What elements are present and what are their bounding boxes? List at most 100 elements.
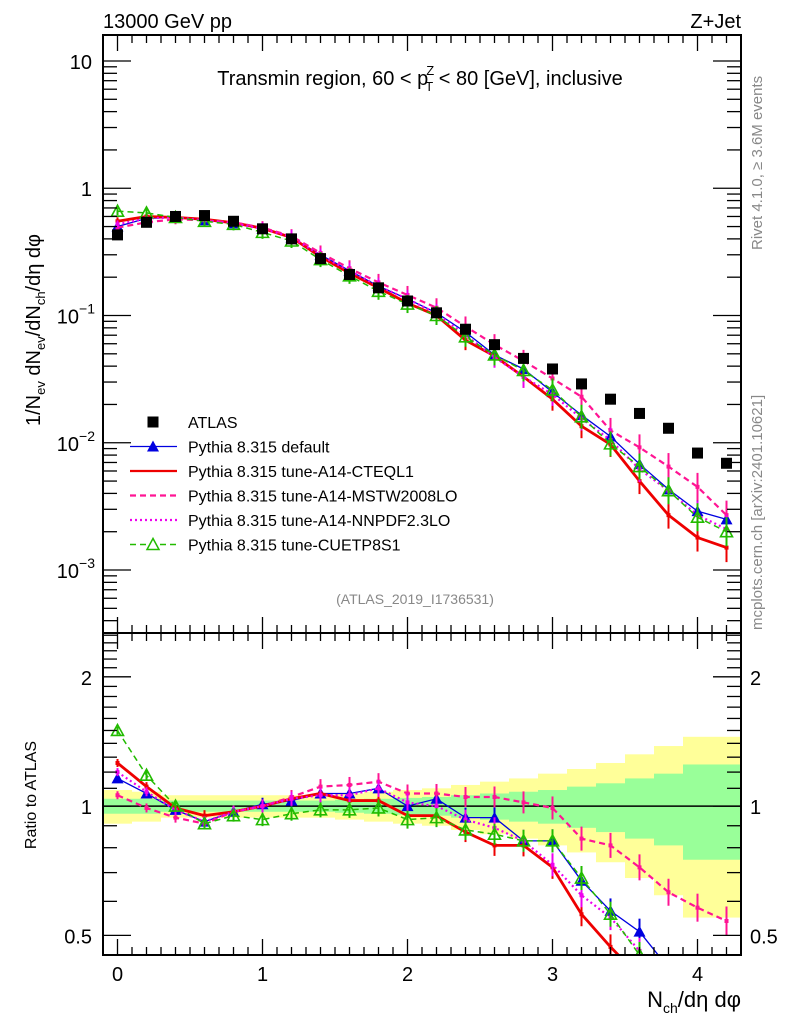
legend: ATLAS Pythia 8.315 default Pythia 8.315 tu… xyxy=(130,415,457,555)
ratio-data-point xyxy=(255,811,270,826)
x-tick-label: 0 xyxy=(112,964,123,986)
main-data-point xyxy=(545,382,560,396)
ratio-data-point xyxy=(111,772,124,784)
legend-label: ATLAS xyxy=(188,415,238,432)
ratio-data-point xyxy=(492,794,497,799)
ratio-data-point xyxy=(289,796,294,801)
legend-label: Pythia 8.315 default xyxy=(188,440,330,457)
atlas-data-point xyxy=(199,210,210,222)
ratio-data-point xyxy=(666,890,671,895)
ratio-data-point xyxy=(579,893,584,898)
ratio-data-point xyxy=(115,793,120,798)
atlas-data-point xyxy=(489,339,500,351)
ratio-data-point xyxy=(574,870,589,884)
ratio-data-point xyxy=(521,800,526,805)
main-y-tick-label: 10 xyxy=(70,52,92,74)
main-y-tick-label: 10−1 xyxy=(57,301,95,329)
atlas-data-point xyxy=(431,307,442,319)
atlas-data-point xyxy=(721,457,732,469)
ratio-data-point xyxy=(603,906,618,921)
main-data-point xyxy=(666,464,671,469)
ratio-y-tick-label: 2 xyxy=(81,668,92,690)
main-series-line xyxy=(117,210,727,533)
atlas-data-point xyxy=(286,233,297,245)
main-data-point xyxy=(516,362,531,377)
main-title: Transmin region, 60 < pZ T < 80 [GeV], in… xyxy=(217,63,623,94)
title-pre: Transmin region, 60 < p xyxy=(217,68,428,90)
atlas-data-point xyxy=(228,215,239,227)
legend-label: Pythia 8.315 tune-A14-NNPDF2.3LO xyxy=(188,513,450,530)
title-sub: T xyxy=(425,79,433,94)
ratio-data-point xyxy=(516,833,531,847)
ratio-data-point xyxy=(724,919,729,924)
atlas-data-point xyxy=(141,216,152,228)
ratio-data-point xyxy=(376,786,381,791)
ratio-data-point xyxy=(663,962,675,973)
title-post: < 80 [GeV], inclusive xyxy=(433,68,623,90)
stat-uncertainty-band xyxy=(625,778,654,839)
ratio-data-point xyxy=(608,843,613,848)
atlas-data-point xyxy=(257,223,268,235)
ratio-data-point xyxy=(429,809,444,824)
ratio-data-point xyxy=(405,800,410,805)
stat-uncertainty-band xyxy=(567,786,596,828)
ratio-data-point xyxy=(342,802,357,816)
atlas-data-point xyxy=(692,447,703,459)
ratio-y-tick-label-right: 1 xyxy=(750,797,761,819)
ratio-y-tick-label: 1 xyxy=(81,797,92,819)
ratio-data-point xyxy=(488,811,501,823)
main-data-point xyxy=(695,535,700,540)
x-tick-label: 1 xyxy=(257,964,268,986)
atlas-data-point xyxy=(112,229,123,241)
ratio-data-point xyxy=(638,975,642,979)
main-data-point xyxy=(115,222,120,227)
x-tick-label: 4 xyxy=(692,964,703,986)
atlas-data-point xyxy=(663,422,674,434)
energy-label: 13000 GeV pp xyxy=(103,11,232,33)
main-data-point xyxy=(579,394,584,399)
stat-uncertainty-band xyxy=(596,783,625,833)
ratio-data-point xyxy=(579,912,584,917)
analysis-label: (ATLAS_2019_I1736531) xyxy=(336,591,494,607)
x-axis-title: Nch/dη dφ xyxy=(647,987,741,1016)
ratio-data-point xyxy=(144,784,149,789)
ratio-series-line xyxy=(116,771,646,955)
main-data-point xyxy=(574,409,589,423)
ratio-data-point xyxy=(226,807,241,822)
ratio-data-point xyxy=(139,767,154,782)
ratio-data-point xyxy=(579,836,584,841)
x-tick-label: 3 xyxy=(547,964,558,986)
main-data-point xyxy=(724,545,729,550)
main-y-tick-label: 10−3 xyxy=(57,555,95,583)
legend-marker-triangle xyxy=(147,440,159,452)
atlas-data-point xyxy=(634,407,645,419)
main-data-point xyxy=(666,513,671,518)
process-label: Z+Jet xyxy=(690,11,741,33)
ratio-data-point xyxy=(637,865,642,870)
legend-label: Pythia 8.315 tune-A14-CTEQL1 xyxy=(188,464,414,481)
ratio-data-point xyxy=(608,944,613,949)
ratio-data-point xyxy=(260,804,265,809)
legend-label: Pythia 8.315 tune-CUETP8S1 xyxy=(188,538,401,555)
ratio-data-point xyxy=(318,793,323,798)
main-data-point xyxy=(661,483,676,497)
atlas-data-point xyxy=(605,393,616,405)
ratio-data-point xyxy=(463,794,468,799)
main-y-tick-label: 1 xyxy=(81,179,92,201)
rivet-label: Rivet 4.1.0, ≥ 3.6M events xyxy=(749,76,766,250)
ratio-data-point xyxy=(463,817,468,822)
main-y-tick-label: 10−2 xyxy=(57,428,95,456)
main-series-line xyxy=(117,216,727,531)
ratio-data-point xyxy=(168,798,183,812)
ratio-data-point xyxy=(550,805,555,810)
legend-marker-open-triangle xyxy=(145,536,161,551)
ratio-data-point xyxy=(487,826,502,841)
stat-uncertainty-band xyxy=(654,773,683,846)
mcplots-label: mcplots.cern.ch [arXiv:2401.10621] xyxy=(749,395,766,630)
ratio-data-layer xyxy=(110,722,729,979)
atlas-data-point xyxy=(344,268,355,280)
ratio-data-point xyxy=(284,806,299,820)
main-data-point xyxy=(487,347,502,361)
ratio-data-point xyxy=(695,905,700,910)
tick-labels: 10 1 10−1 10−2 10−3 2 2 1 1 0.5 0.5 0 1 2 3 4 xyxy=(57,52,778,986)
